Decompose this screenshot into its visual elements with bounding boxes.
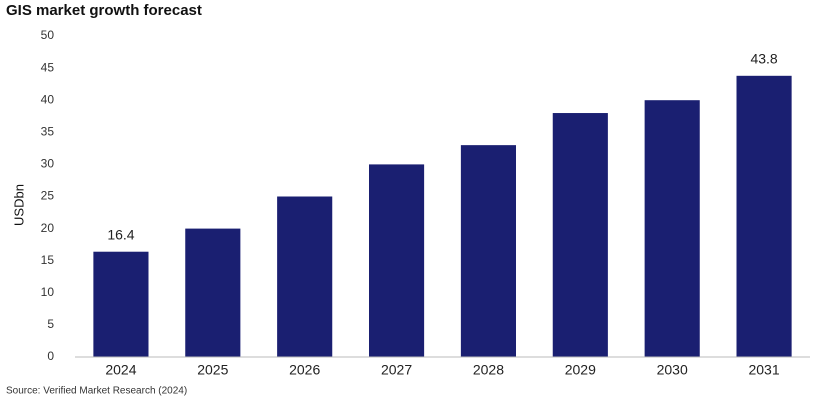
y-tick-label: 45 [41,60,55,74]
x-tick-label: 2026 [289,362,320,378]
bar [185,228,241,357]
y-tick-label: 10 [41,285,55,299]
value-label: 16.4 [107,226,134,242]
x-tick-label: 2030 [657,362,688,378]
x-tick-label: 2031 [748,362,779,378]
value-label: 43.8 [750,51,777,67]
x-tick-label: 2024 [105,362,136,378]
chart-title: GIS market growth forecast [6,2,202,19]
x-tick-label: 2027 [381,362,412,378]
y-tick-label: 20 [41,221,55,235]
source: Source: Verified Market Research (2024) [6,386,187,397]
y-tick-label: 40 [41,92,55,106]
bar [369,164,425,357]
y-tick-label: 25 [41,189,55,203]
bar [93,251,149,357]
y-tick-label: 35 [41,124,55,138]
y-tick-label: 5 [47,317,54,331]
bar [736,75,792,357]
y-tick-label: 30 [41,157,55,171]
y-tick-label: 15 [41,253,55,267]
y-axis-label: USDbn [11,184,26,226]
bar [644,100,700,357]
x-tick-label: 2025 [197,362,228,378]
y-tick-label: 0 [47,349,54,363]
x-tick-label: 2029 [565,362,596,378]
y-tick-label: 50 [41,28,55,42]
bar [552,113,608,357]
x-tick-label: 2028 [473,362,504,378]
bar [277,196,333,357]
bar [460,145,516,357]
